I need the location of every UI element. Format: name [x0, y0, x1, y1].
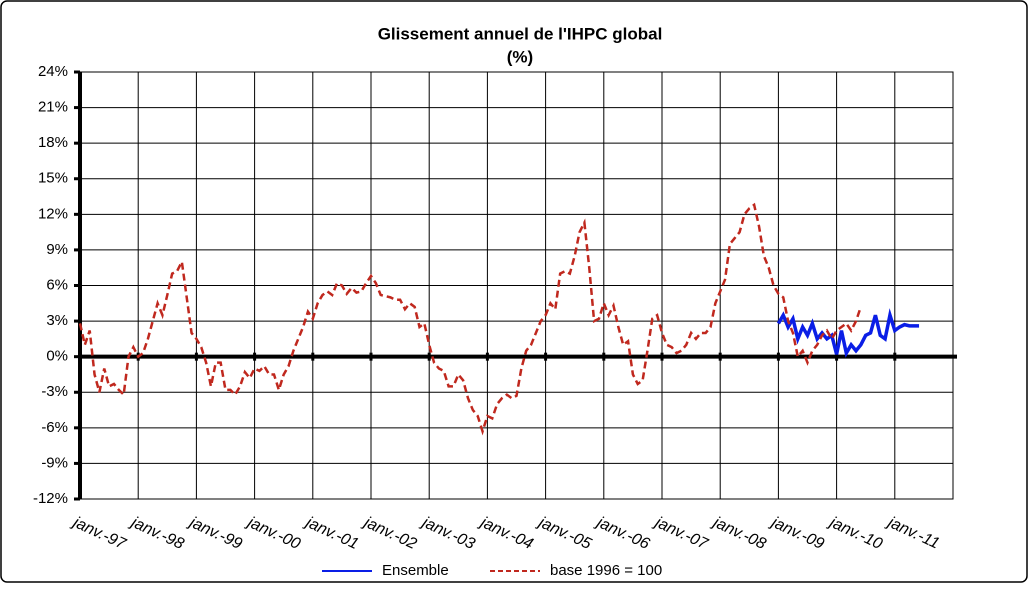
y-tick-label: 21%	[38, 99, 68, 116]
legend-label: base 1996 = 100	[550, 562, 662, 579]
y-tick-label: 3%	[46, 312, 68, 329]
series-line	[776, 308, 920, 358]
y-tick-label: -3%	[41, 383, 68, 400]
y-tick-label: 15%	[38, 170, 68, 187]
y-tick-label: -12%	[33, 490, 68, 507]
chart-title: Glissement annuel de l'IHPC global	[378, 24, 663, 43]
y-tick-label: 12%	[38, 205, 68, 222]
legend-label: Ensemble	[382, 562, 449, 579]
y-tick-label: 6%	[46, 276, 68, 293]
series-line	[78, 202, 863, 436]
y-tick-label: 18%	[38, 134, 68, 151]
y-tick-label: 0%	[46, 348, 68, 365]
y-tick-label: 9%	[46, 241, 68, 258]
y-tick-label: 24%	[38, 63, 68, 80]
y-tick-label: -6%	[41, 419, 68, 436]
chart-subtitle: (%)	[507, 47, 533, 66]
y-tick-label: -9%	[41, 454, 68, 471]
